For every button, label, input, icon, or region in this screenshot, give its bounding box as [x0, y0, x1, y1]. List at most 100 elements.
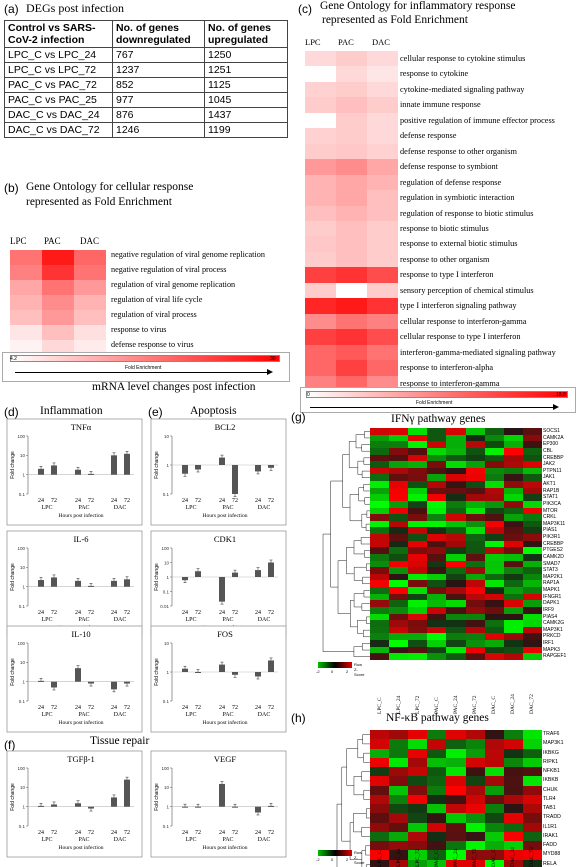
x-tick-label: 72 [268, 498, 274, 504]
heatmap-cell [484, 859, 504, 867]
heatmap-cell [465, 494, 485, 501]
heatmap-cell [465, 547, 485, 554]
group-label: DAC [114, 712, 127, 718]
heatmap-cell [427, 567, 447, 574]
go-term: cellular response to interferon-gamma [400, 316, 527, 326]
gene-label: PIAS1 [543, 527, 558, 534]
table-cell: DAC_C vs DAC_72 [4, 122, 113, 138]
heatmap-cell [389, 831, 409, 842]
gene-label: SOCS1 [543, 428, 560, 434]
table-cell: 1237 [112, 62, 205, 78]
heatmap-cell [522, 587, 542, 594]
table-cell: 876 [112, 107, 205, 123]
heatmap-cell [389, 428, 409, 435]
heatmap-cell [522, 507, 542, 515]
heatmap-cell [389, 514, 409, 521]
heatmap-cell [465, 859, 485, 867]
heatmap-cell [389, 520, 409, 528]
heatmap-cell [42, 250, 74, 265]
heatmap-cell [408, 850, 428, 860]
bar [195, 672, 201, 673]
heatmap-cell [370, 547, 390, 554]
heatmap-cell [484, 527, 504, 535]
zscore-tick: 0 [331, 857, 334, 862]
heatmap-cell [446, 804, 466, 814]
column-label: PAC_C [433, 850, 440, 867]
heatmap-cell [389, 794, 409, 805]
heatmap-cell [305, 298, 336, 314]
gene-list-g: SOCS1 CAMK2A EP300 CBL CREBBP JAK2 PTPN11 JAK1 A… [543, 428, 566, 660]
heatmap-cell [389, 748, 409, 758]
heatmap-cell [522, 633, 542, 641]
heatmap-cell [389, 600, 409, 607]
section-inflammation: Inflammation [40, 405, 103, 417]
gene-label: PIAS4 [543, 613, 558, 620]
bar [88, 585, 94, 587]
heatmap-cell [446, 560, 466, 568]
bar [195, 806, 201, 808]
heatmap-cell [305, 66, 336, 82]
y-tick-label: 0.1 [19, 699, 26, 704]
heatmap-cell [427, 573, 447, 581]
heatmap-cell [484, 587, 504, 594]
heatmap-cell [503, 481, 523, 488]
y-tick-label: 1 [22, 472, 25, 477]
heatmap-cell [408, 540, 428, 548]
bar [255, 570, 261, 577]
heatmap-cell [305, 51, 336, 67]
x-tick-label: 72 [232, 830, 238, 836]
heatmap-cell [389, 447, 409, 455]
bar [268, 660, 274, 672]
x-tick-label: 72 [268, 610, 274, 616]
heatmap-cell [408, 481, 428, 488]
heatmap-cell [367, 236, 398, 252]
heatmap-cell [446, 434, 466, 442]
heatmap-h [370, 730, 573, 867]
heatmap-cell [503, 831, 523, 842]
heatmap-cell [305, 112, 336, 129]
heatmap-cell [465, 653, 485, 660]
heatmap-cell [305, 97, 336, 113]
section-apoptosis: Apoptosis [190, 405, 237, 417]
group-label: LPC [41, 837, 52, 843]
heatmap-cell [389, 776, 409, 786]
heatmap-cell [427, 767, 447, 777]
zscore-tick: -2 [316, 669, 320, 674]
group-label: LPC [185, 505, 196, 511]
go-term: negative regulation of viral genome repl… [111, 250, 265, 259]
heatmap-cell [305, 344, 336, 361]
gene-label: RIPK1 [543, 758, 558, 765]
colorbar-b-max: 30 [270, 356, 276, 362]
chart-title: CDK1 [214, 534, 236, 544]
heatmap-cell [427, 859, 447, 867]
heatmap-cell [484, 534, 504, 541]
heatmap-cell [305, 251, 336, 268]
heatmap-cell [465, 748, 485, 758]
group-label: PAC [78, 617, 89, 623]
bar [232, 672, 238, 675]
heatmap-cell [427, 813, 447, 823]
heatmap-cell [370, 500, 390, 508]
heatmap-cell [484, 481, 504, 488]
y-tick-label: 0.1 [163, 589, 170, 594]
heatmap-cell [484, 841, 504, 851]
heatmap-cell [522, 500, 542, 508]
chart-title: IL-6 [73, 534, 88, 544]
heatmap-cell [522, 613, 542, 621]
heatmap-cell [484, 467, 504, 475]
heatmap-cell [408, 428, 428, 435]
chart-frame [6, 750, 143, 858]
heatmap-cell [408, 813, 428, 823]
heatmap-cell [10, 325, 42, 340]
y-tick-label: 10 [20, 453, 26, 458]
heatmap-g [370, 428, 573, 660]
heatmap-b [10, 250, 106, 355]
heatmap-cell [465, 474, 485, 482]
heatmap-cell [408, 606, 428, 614]
zscore-tick: 2 [346, 669, 349, 674]
panel-d-letter: (d) [4, 405, 19, 419]
heatmap-cell [522, 748, 542, 758]
heatmap-cell [427, 739, 447, 749]
heatmap-cell [336, 81, 367, 98]
table-row: LPC_C vs LPC_72 1237 1251 [4, 62, 288, 78]
